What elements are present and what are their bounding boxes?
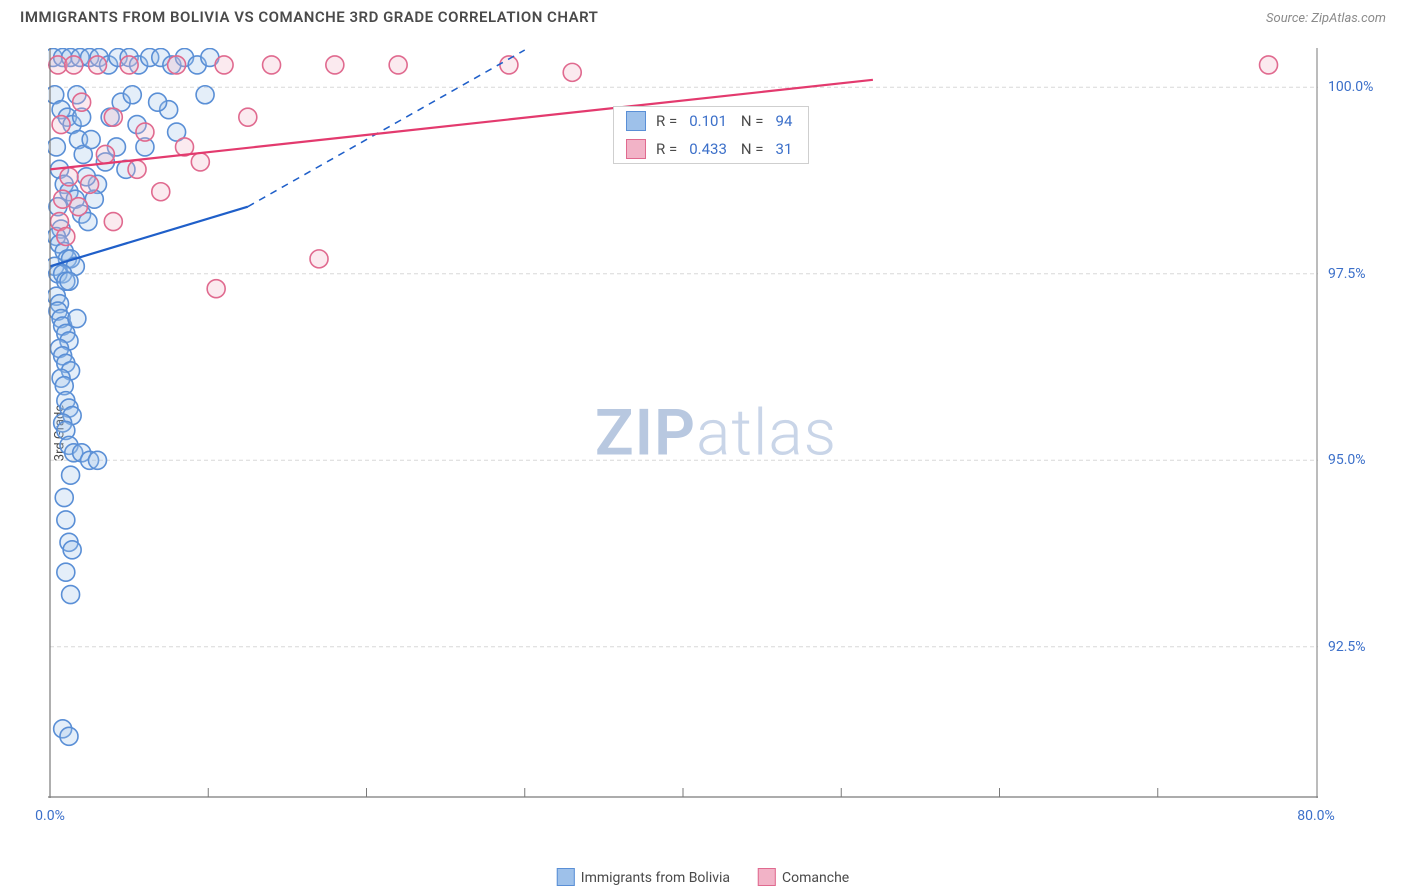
- chart-title: IMMIGRANTS FROM BOLIVIA VS COMANCHE 3RD …: [20, 8, 598, 26]
- y-tick-label: 95.0%: [1328, 452, 1406, 468]
- stat-legend-row: R = 0.433 N = 31: [614, 135, 808, 163]
- legend-swatch: [626, 111, 646, 131]
- y-tick-label: 97.5%: [1328, 266, 1406, 282]
- legend-item: Immigrants from Bolivia: [557, 868, 730, 886]
- x-tick-label: 80.0%: [1297, 808, 1335, 824]
- legend-label: Comanche: [782, 870, 849, 886]
- y-tick-label: 100.0%: [1328, 79, 1406, 95]
- x-tick-label: 0.0%: [35, 808, 65, 824]
- series-legend: Immigrants from Bolivia Comanche: [557, 868, 849, 886]
- r-label: R =: [656, 140, 677, 158]
- r-label: R =: [656, 112, 677, 130]
- n-value: 94: [776, 112, 793, 130]
- r-value: 0.433: [689, 140, 727, 158]
- legend-swatch: [557, 868, 575, 886]
- n-value: 31: [776, 140, 793, 158]
- legend-label: Immigrants from Bolivia: [581, 870, 730, 886]
- plot-area: 3rd Grade ZIPatlas R =0.101N =94R =0.433…: [48, 48, 1384, 818]
- correlation-stats-legend: R = 0.101 N = 94 R = 0.433 N = 31: [613, 106, 809, 164]
- source-attribution: Source: ZipAtlas.com: [1266, 11, 1386, 26]
- n-label: N =: [741, 140, 764, 158]
- legend-swatch: [626, 139, 646, 159]
- r-value: 0.101: [689, 112, 727, 130]
- n-label: N =: [741, 112, 764, 130]
- legend-item: Comanche: [758, 868, 849, 886]
- stat-legend-row: R = 0.101 N = 94: [614, 107, 808, 135]
- y-tick-label: 92.5%: [1328, 639, 1406, 655]
- legend-swatch: [758, 868, 776, 886]
